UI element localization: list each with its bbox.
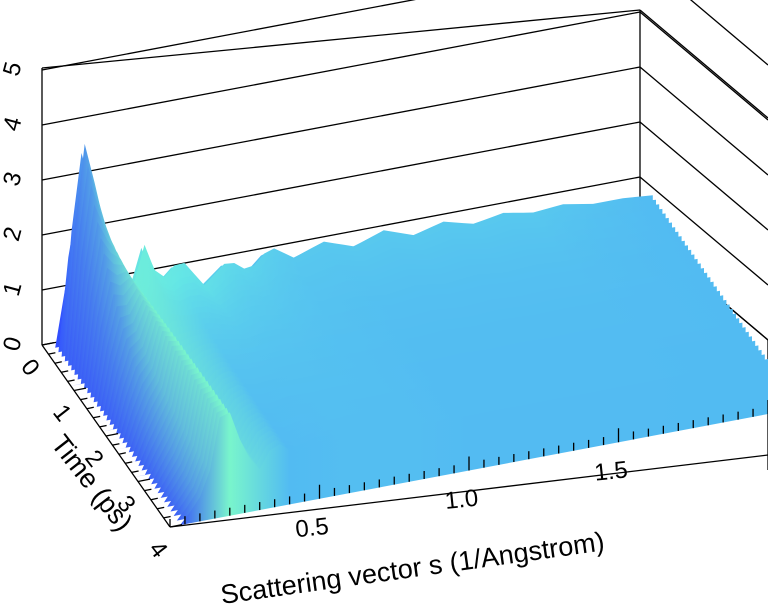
z-tick-label: 4 [0,114,27,134]
surface [42,143,768,527]
s-tick-labels: 0.5 1.0 1.5 [294,456,629,543]
x-tick-label: 0.5 [294,513,330,543]
x-axis-title: Scattering vector s (1/Angstrom) [219,526,607,610]
time-tick [73,387,87,392]
time-tick [105,432,119,437]
front-axes [41,341,768,528]
x-tick-label: 1.0 [444,485,480,515]
z-tick-label: 3 [0,169,27,189]
time-tick [99,424,107,428]
z-tick-labels: 0 1 2 3 4 5 [0,59,27,354]
y-axis-title: Time (ps) [45,429,138,537]
time-tick [131,470,139,474]
time-tick [157,506,165,510]
z-gridline-side [639,11,768,121]
time-tick [112,443,120,446]
time-tick-label: 4 [143,536,173,563]
time-axis-ticks [41,341,183,528]
z-tick-label: 5 [0,59,27,79]
time-tick [169,523,183,528]
time-tick [125,461,133,464]
back-top-edge [41,9,641,69]
time-tick [54,361,62,364]
z-tick-label: 1 [0,279,27,299]
time-tick-label: 1 [47,400,77,427]
time-tick [163,515,171,519]
z-tick-label: 0 [0,334,27,354]
time-tick [61,370,69,373]
time-tick [93,415,101,419]
z-gridline [41,66,641,181]
time-tick [80,397,88,401]
time-tick [144,488,152,492]
z-tick-label: 2 [0,224,27,244]
z-gridline-side [639,121,768,231]
x-tick-label: 1.5 [593,456,629,486]
z-gridline-side [689,0,768,66]
z-gridline [41,11,641,126]
time-tick [67,379,75,383]
time-tick [86,406,94,410]
s-axis-line [169,454,768,528]
time-tick [48,352,56,355]
right-top-edge [639,9,768,119]
time-tick [150,497,158,501]
time-tick [118,452,126,455]
z-gridline-side [639,176,768,286]
time-tick [137,478,151,483]
time-tick [41,341,55,346]
z-gridline-side [639,66,768,176]
time-tick-label: 0 [15,354,45,381]
z-gridline [41,121,641,236]
z-gridline [41,0,416,71]
s-axis-ticks [169,400,768,527]
